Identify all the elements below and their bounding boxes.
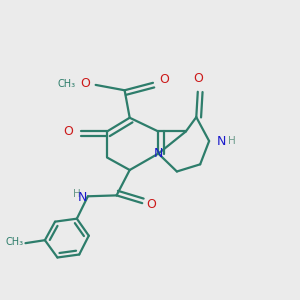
Text: O: O xyxy=(159,73,169,86)
Text: O: O xyxy=(147,198,156,211)
Text: CH₃: CH₃ xyxy=(6,237,24,247)
Text: O: O xyxy=(63,125,73,138)
Text: O: O xyxy=(193,72,203,85)
Text: H: H xyxy=(228,136,236,146)
Text: CH₃: CH₃ xyxy=(57,79,76,89)
Text: O: O xyxy=(80,77,90,90)
Text: N: N xyxy=(154,147,163,160)
Text: N: N xyxy=(217,134,226,148)
Text: N: N xyxy=(78,191,88,204)
Text: H: H xyxy=(73,189,81,199)
